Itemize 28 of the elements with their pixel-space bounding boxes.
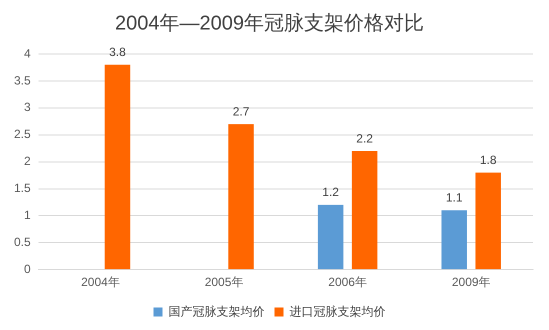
y-tick-label: 1 bbox=[24, 208, 31, 222]
legend-label: 国产冠脉支架均价 bbox=[168, 304, 264, 318]
y-tick-label: 2.5 bbox=[14, 127, 31, 142]
data-label: 1.8 bbox=[480, 152, 497, 167]
legend-label: 进口冠脉支架均价 bbox=[290, 304, 386, 318]
data-label: 1.2 bbox=[322, 185, 340, 200]
y-tick-label: 4 bbox=[24, 46, 31, 60]
data-label: 3.8 bbox=[109, 45, 126, 60]
bar bbox=[228, 124, 254, 270]
x-tick-label: 2004年 bbox=[81, 275, 120, 290]
y-tick-label: 1.5 bbox=[14, 181, 31, 196]
y-tick-label: 2 bbox=[24, 154, 31, 168]
data-label: 1.1 bbox=[446, 190, 463, 205]
x-tick-label: 2009年 bbox=[452, 275, 491, 290]
bar bbox=[318, 204, 344, 270]
y-tick-label: 3.5 bbox=[14, 73, 31, 88]
y-tick-label: 0 bbox=[24, 262, 31, 276]
x-tick-label: 2006年 bbox=[328, 275, 367, 290]
data-label: 2.7 bbox=[232, 104, 250, 118]
data-label: 2.2 bbox=[356, 131, 374, 146]
bar bbox=[104, 64, 130, 270]
chart-title: 2004年—2009年冠脉支架价格对比 bbox=[115, 12, 424, 35]
bar bbox=[475, 172, 501, 270]
x-tick-label: 2005年 bbox=[204, 275, 244, 290]
bar bbox=[441, 210, 467, 270]
bar bbox=[352, 151, 378, 270]
y-tick-label: 3 bbox=[24, 100, 31, 114]
y-tick-label: 0.5 bbox=[14, 234, 31, 249]
